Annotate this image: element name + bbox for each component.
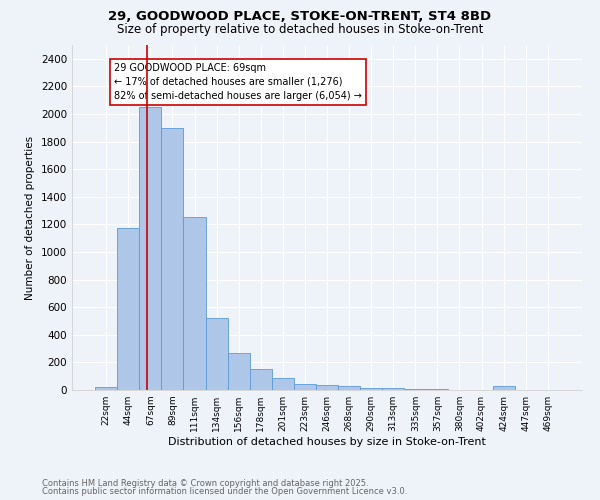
Text: Size of property relative to detached houses in Stoke-on-Trent: Size of property relative to detached ho… [117,22,483,36]
Bar [227,352,250,390]
Y-axis label: Number of detached properties: Number of detached properties [25,136,35,300]
Text: 29, GOODWOOD PLACE, STOKE-ON-TRENT, ST4 8BD: 29, GOODWOOD PLACE, STOKE-ON-TRENT, ST4 … [109,10,491,23]
Bar [95,386,117,390]
Bar [184,218,206,390]
Text: 29 GOODWOOD PLACE: 69sqm
← 17% of detached houses are smaller (1,276)
82% of sem: 29 GOODWOOD PLACE: 69sqm ← 17% of detach… [114,63,362,101]
Bar [161,128,184,390]
Bar [404,389,427,390]
Text: Contains HM Land Registry data © Crown copyright and database right 2025.: Contains HM Land Registry data © Crown c… [42,478,368,488]
Bar [294,384,316,390]
Bar [117,228,139,390]
Bar [360,388,382,390]
Bar [272,378,294,390]
Bar [338,386,360,390]
Text: Contains public sector information licensed under the Open Government Licence v3: Contains public sector information licen… [42,487,407,496]
Bar [206,318,227,390]
X-axis label: Distribution of detached houses by size in Stoke-on-Trent: Distribution of detached houses by size … [168,437,486,447]
Bar [382,388,404,390]
Bar [250,368,272,390]
Bar [139,107,161,390]
Bar [493,386,515,390]
Bar [316,385,338,390]
